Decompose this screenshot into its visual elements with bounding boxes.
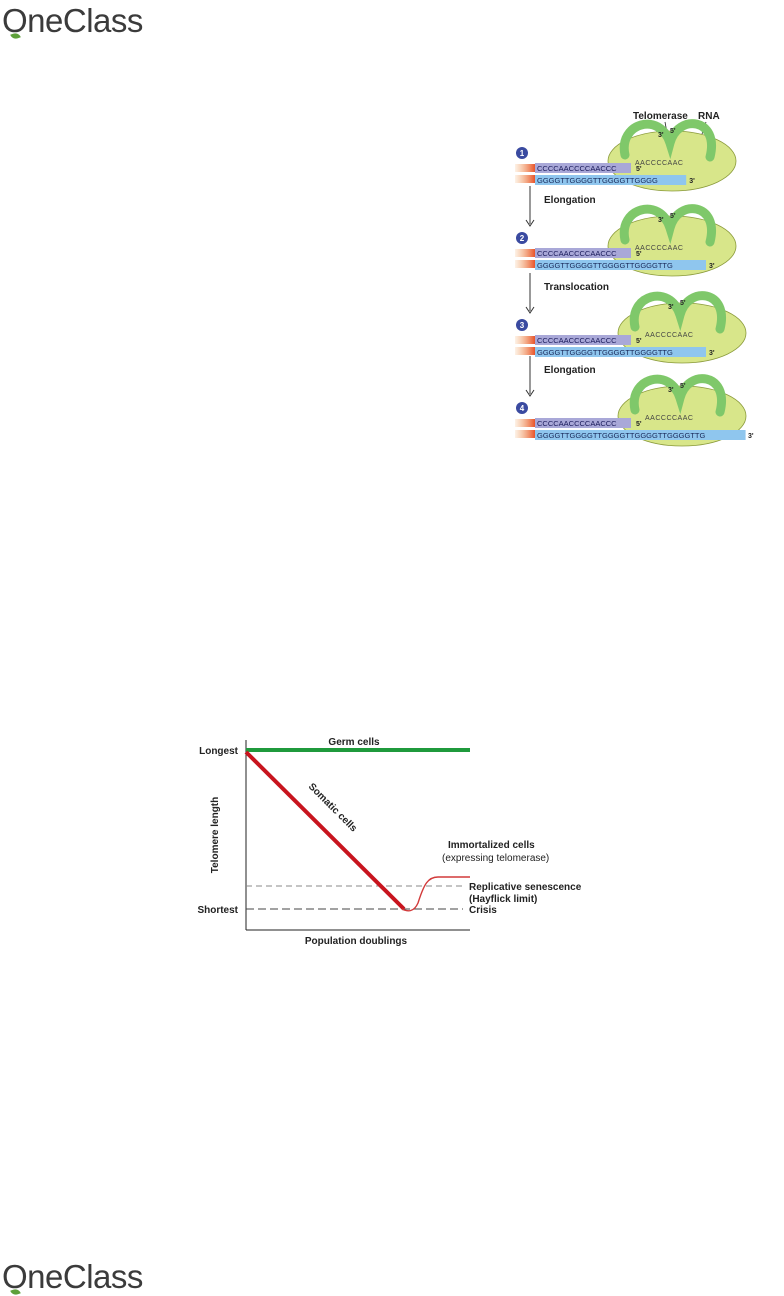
logo-text: OneClass xyxy=(2,1258,143,1295)
top-strand-5-prime: 5' xyxy=(636,421,642,428)
y-tick-shortest: Shortest xyxy=(197,905,238,916)
top-strand-bar xyxy=(535,335,631,345)
top-strand-bar xyxy=(535,418,631,428)
y-tick-longest: Longest xyxy=(199,746,239,757)
rna-3-prime: 3' xyxy=(668,304,674,311)
rna-template-seq: AACCCCAAC xyxy=(635,160,683,167)
step-arrowhead-icon xyxy=(525,389,535,397)
bottom-strand-bar xyxy=(535,430,746,440)
series-somatic-cells xyxy=(244,750,406,911)
telomerase-mechanism-figure: Telomerase RNA 3'5'AACCCCAAC1CCCCAACCCCA… xyxy=(515,111,754,447)
top-strand-seq: CCCCAACCCCAACCC xyxy=(537,336,617,345)
series-immortalized-cells xyxy=(401,876,470,912)
rna-label: RNA xyxy=(698,111,720,122)
bottom-strand-3-prime: 3' xyxy=(689,178,695,185)
step-number: 4 xyxy=(520,404,525,413)
dna-end-bottom xyxy=(515,347,535,355)
bottom-strand-bar xyxy=(535,347,706,357)
bottom-strand-seq: GGGGTTGGGGTTGGGGTTGGGGTTG xyxy=(537,348,673,357)
telomerase-rna-loop xyxy=(619,119,716,162)
dna-end-bottom xyxy=(515,260,535,268)
oneclass-logo-top: OneClass xyxy=(2,2,143,41)
crisis-label: Crisis xyxy=(469,905,497,916)
step-arrowhead-icon xyxy=(525,219,535,227)
senescence-sublabel: (Hayflick limit) xyxy=(469,894,537,905)
rna-5-prime: 5' xyxy=(670,213,676,220)
bottom-strand-seq: GGGGTTGGGGTTGGGGTTGGGGTTG xyxy=(537,261,673,270)
dna-end-top xyxy=(515,164,535,172)
telomerase-rna-loop xyxy=(619,204,716,247)
logo-text: OneClass xyxy=(2,2,143,39)
top-strand-5-prime: 5' xyxy=(636,338,642,345)
step-arrowhead-icon xyxy=(525,306,535,314)
step-number: 2 xyxy=(520,234,525,243)
somatic-cells-label: Somatic cells xyxy=(306,781,359,834)
dna-end-top xyxy=(515,336,535,344)
bottom-strand-3-prime: 3' xyxy=(709,263,715,270)
step-arrow-label: Elongation xyxy=(544,365,596,376)
rna-5-prime: 5' xyxy=(680,300,686,307)
step-number-badge xyxy=(516,147,528,159)
rna-5-prime: 5' xyxy=(680,383,686,390)
dna-end-bottom xyxy=(515,430,535,438)
telomerase-step-3: Translocation3'5'AACCCCAAC3CCCCAACCCCAAC… xyxy=(515,273,747,364)
step-number-badge xyxy=(516,402,528,414)
rna-template-seq: AACCCCAAC xyxy=(645,415,693,422)
rna-3-prime: 3' xyxy=(668,387,674,394)
step-number: 1 xyxy=(520,149,525,158)
rna-template-seq: AACCCCAAC xyxy=(645,332,693,339)
x-axis-label: Population doublings xyxy=(305,936,408,947)
bottom-strand-bar xyxy=(535,260,706,270)
top-strand-bar xyxy=(535,248,631,258)
step-arrow-label: Elongation xyxy=(544,195,596,206)
y-axis-label: Telomere length xyxy=(210,797,221,874)
telomerase-rna-loop xyxy=(629,374,726,417)
rna-3-prime: 3' xyxy=(658,217,664,224)
telomerase-rna-loop xyxy=(629,291,726,334)
bottom-strand-3-prime: 3' xyxy=(709,350,715,357)
telomere-length-chart: Longest Shortest Telomere length Population… xyxy=(197,737,582,947)
top-strand-5-prime: 5' xyxy=(636,166,642,173)
immortalized-cells-label: Immortalized cells xyxy=(448,840,535,851)
top-strand-seq: CCCCAACCCCAACCC xyxy=(537,419,617,428)
senescence-label: Replicative senescence xyxy=(469,882,582,893)
bottom-strand-3-prime: 3' xyxy=(748,433,754,440)
top-strand-seq: CCCCAACCCCAACCC xyxy=(537,164,617,173)
step-number-badge xyxy=(516,232,528,244)
telomerase-label: Telomerase xyxy=(633,111,688,122)
dna-end-top xyxy=(515,419,535,427)
top-strand-bar xyxy=(535,163,631,173)
bottom-strand-seq: GGGGTTGGGGTTGGGGTTGGGGTTGGGGTTG xyxy=(537,431,705,440)
germ-cells-label: Germ cells xyxy=(328,737,380,748)
immortalized-cells-sublabel: (expressing telomerase) xyxy=(442,853,549,864)
oneclass-logo-bottom: OneClass xyxy=(2,1258,143,1296)
rna-5-prime: 5' xyxy=(670,128,676,135)
dna-end-bottom xyxy=(515,175,535,183)
bottom-strand-bar xyxy=(535,175,687,185)
step-arrow-label: Translocation xyxy=(544,282,609,293)
top-strand-5-prime: 5' xyxy=(636,251,642,258)
rna-3-prime: 3' xyxy=(658,132,664,139)
bottom-strand-seq: GGGGTTGGGGTTGGGGTTGGGG xyxy=(537,176,658,185)
rna-template-seq: AACCCCAAC xyxy=(635,245,683,252)
step-number: 3 xyxy=(520,321,525,330)
dna-end-top xyxy=(515,249,535,257)
top-strand-seq: CCCCAACCCCAACCC xyxy=(537,249,617,258)
step-number-badge xyxy=(516,319,528,331)
